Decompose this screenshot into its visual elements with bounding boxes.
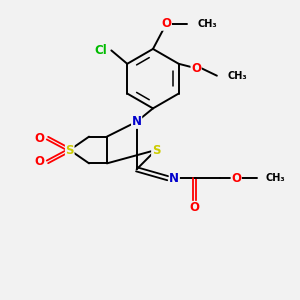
Text: Cl: Cl: [94, 44, 107, 57]
Text: O: O: [190, 202, 200, 214]
Text: S: S: [65, 143, 74, 157]
Text: O: O: [161, 17, 171, 30]
Text: O: O: [231, 172, 241, 185]
Text: O: O: [191, 62, 201, 75]
Text: N: N: [169, 172, 179, 185]
Text: S: S: [152, 143, 160, 157]
Text: N: N: [132, 115, 142, 128]
Text: O: O: [34, 155, 44, 168]
Text: CH₃: CH₃: [266, 173, 286, 183]
Text: O: O: [34, 132, 44, 145]
Text: CH₃: CH₃: [198, 19, 217, 29]
Text: CH₃: CH₃: [227, 71, 247, 81]
